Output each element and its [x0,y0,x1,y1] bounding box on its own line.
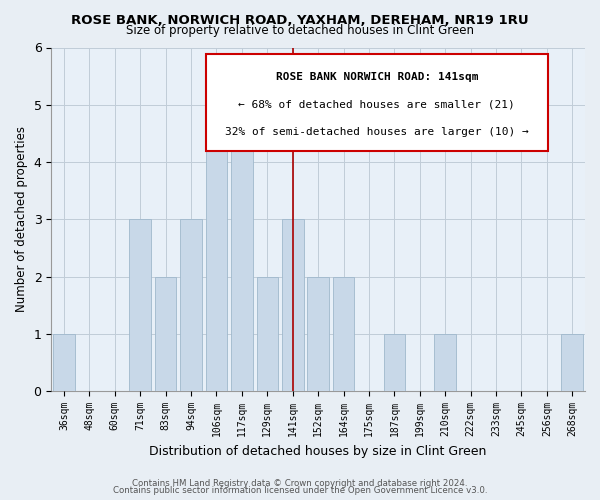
FancyBboxPatch shape [206,54,548,150]
Text: Size of property relative to detached houses in Clint Green: Size of property relative to detached ho… [126,24,474,37]
Text: Contains HM Land Registry data © Crown copyright and database right 2024.: Contains HM Land Registry data © Crown c… [132,478,468,488]
Bar [562,334,583,391]
Bar [155,276,176,391]
Bar [333,276,355,391]
Bar [434,334,456,391]
Text: ROSE BANK, NORWICH ROAD, YAXHAM, DEREHAM, NR19 1RU: ROSE BANK, NORWICH ROAD, YAXHAM, DEREHAM… [71,14,529,27]
Bar [231,105,253,391]
Bar [206,105,227,391]
Bar [383,334,405,391]
Text: ← 68% of detached houses are smaller (21): ← 68% of detached houses are smaller (21… [238,99,515,109]
Text: ROSE BANK NORWICH ROAD: 141sqm: ROSE BANK NORWICH ROAD: 141sqm [275,72,478,82]
Y-axis label: Number of detached properties: Number of detached properties [15,126,28,312]
Bar [130,220,151,391]
X-axis label: Distribution of detached houses by size in Clint Green: Distribution of detached houses by size … [149,444,487,458]
Bar [180,220,202,391]
Text: Contains public sector information licensed under the Open Government Licence v3: Contains public sector information licen… [113,486,487,495]
Bar [307,276,329,391]
Bar [53,334,75,391]
Text: 32% of semi-detached houses are larger (10) →: 32% of semi-detached houses are larger (… [225,126,529,136]
Bar [282,220,304,391]
Bar [257,276,278,391]
